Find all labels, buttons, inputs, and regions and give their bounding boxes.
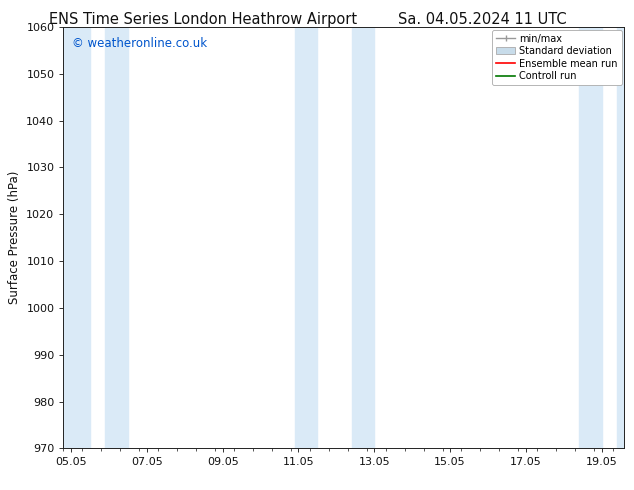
Bar [63,27,90,448]
Bar [105,27,128,448]
Text: ENS Time Series London Heathrow Airport: ENS Time Series London Heathrow Airport [49,12,357,27]
Bar [351,27,374,448]
Bar [617,27,624,448]
Text: © weatheronline.co.uk: © weatheronline.co.uk [72,38,207,50]
Text: Sa. 04.05.2024 11 UTC: Sa. 04.05.2024 11 UTC [398,12,566,27]
Legend: min/max, Standard deviation, Ensemble mean run, Controll run: min/max, Standard deviation, Ensemble me… [492,30,621,85]
Y-axis label: Surface Pressure (hPa): Surface Pressure (hPa) [8,171,21,304]
Bar [579,27,602,448]
Bar [295,27,318,448]
